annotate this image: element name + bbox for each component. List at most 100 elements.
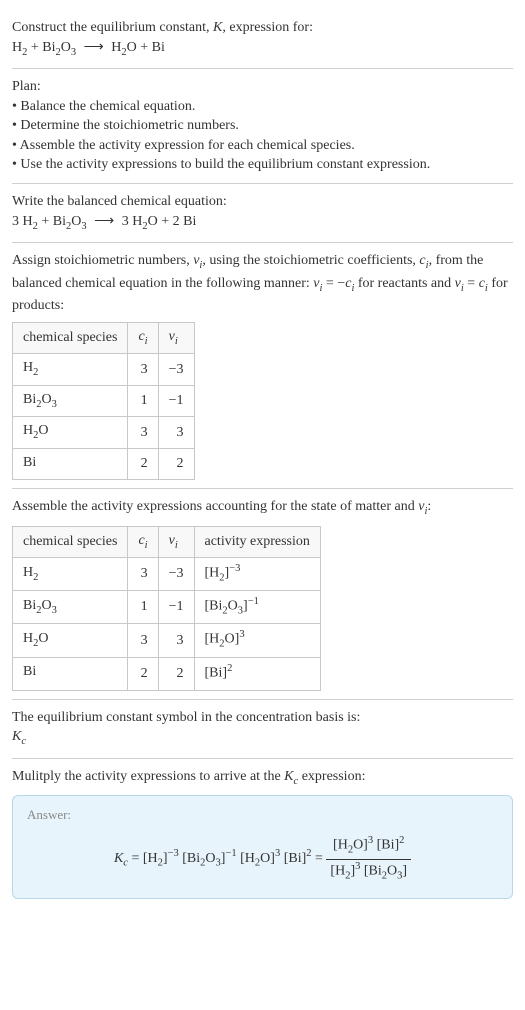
b-s2b-sub: 3 <box>81 220 86 231</box>
b-plus2: + <box>158 214 173 229</box>
kc-symbol-section: The equilibrium constant symbol in the c… <box>12 700 513 759</box>
th-ci: ci <box>128 526 158 557</box>
td-c: 1 <box>128 385 158 416</box>
eq-lhs2b: O <box>61 40 71 55</box>
b-arrow: ⟶ <box>94 214 114 229</box>
answer-label: Answer: <box>27 806 498 824</box>
kc-symbol: Kc <box>12 727 513 749</box>
th-species: chemical species <box>13 322 128 353</box>
eq-lhs2b-sub: 3 <box>71 46 76 57</box>
td-nu: −3 <box>158 558 194 591</box>
kc-sub: c <box>21 736 26 747</box>
prompt-tail: , expression for: <box>222 20 313 35</box>
td-c: 3 <box>128 354 158 385</box>
si-p2: , using the stoichiometric coefficients, <box>202 253 419 268</box>
td-c: 3 <box>128 417 158 448</box>
plan-list: Balance the chemical equation. Determine… <box>12 97 513 175</box>
eq-plus1: + <box>27 40 42 55</box>
td-c: 2 <box>128 657 158 690</box>
kc-symbol-intro: The equilibrium constant symbol in the c… <box>12 708 513 728</box>
td-species: Bi <box>13 448 128 479</box>
td-nu: 3 <box>158 624 194 657</box>
th-activity: activity expression <box>194 526 320 557</box>
ans-k: K <box>114 851 123 866</box>
table-header-row: chemical species ci νi activity expressi… <box>13 526 321 557</box>
si-r2eq: = <box>464 276 479 291</box>
balanced-intro: Write the balanced chemical equation: <box>12 192 513 212</box>
activity-intro: Assemble the activity expressions accoun… <box>12 497 513 519</box>
td-species: Bi2O3 <box>13 591 128 624</box>
td-nu: 3 <box>158 417 194 448</box>
k-symbol: K <box>213 20 222 35</box>
si-r1eq: = − <box>322 276 345 291</box>
multiply-intro: Mulitply the activity expressions to arr… <box>12 767 513 789</box>
b-s3b: O <box>148 214 158 229</box>
multiply-section: Mulitply the activity expressions to arr… <box>12 759 513 907</box>
table-row: Bi2O3 1 −1 <box>13 385 195 416</box>
plan-title: Plan: <box>12 77 513 97</box>
td-nu: −1 <box>158 385 194 416</box>
table-header-row: chemical species ci νi <box>13 322 195 353</box>
ans-eq2: = <box>312 851 327 866</box>
table-row: Bi 2 2 [Bi]2 <box>13 657 321 690</box>
table-row: Bi 2 2 <box>13 448 195 479</box>
th-species: chemical species <box>13 526 128 557</box>
td-nu: −1 <box>158 591 194 624</box>
td-c: 2 <box>128 448 158 479</box>
ans-eq: = <box>128 851 143 866</box>
mul-k: K <box>284 769 293 784</box>
plan-item: Use the activity expressions to build th… <box>12 155 513 175</box>
th-nui: νi <box>158 322 194 353</box>
b-plus1: + <box>38 214 53 229</box>
si-p4: for reactants and <box>354 276 454 291</box>
ai-p2: : <box>427 499 431 514</box>
stoich-section: Assign stoichiometric numbers, νi, using… <box>12 243 513 489</box>
eq-arrow: ⟶ <box>84 40 104 55</box>
td-activity: [H2]−3 <box>194 558 320 591</box>
eq-lhs1: H <box>12 40 22 55</box>
eq-rhs2: Bi <box>152 40 165 55</box>
mul-p1: Mulitply the activity expressions to arr… <box>12 769 284 784</box>
th-nui-sub: i <box>175 335 178 346</box>
td-nu: 2 <box>158 657 194 690</box>
fraction: [H2O]3 [Bi]2[H2]3 [Bi2O3] <box>326 834 411 883</box>
plan-section: Plan: Balance the chemical equation. Det… <box>12 69 513 184</box>
eq-plus2: + <box>137 40 152 55</box>
td-c: 3 <box>128 624 158 657</box>
ans-t1: [H <box>143 851 158 866</box>
td-nu: −3 <box>158 354 194 385</box>
eq-lhs2a: Bi <box>42 40 55 55</box>
td-nu: 2 <box>158 448 194 479</box>
b-c1: 3 <box>12 214 23 229</box>
td-species: H2O <box>13 624 128 657</box>
td-species: H2 <box>13 354 128 385</box>
kc-k: K <box>12 729 21 744</box>
prompt-text: Construct the equilibrium constant, <box>12 20 213 35</box>
initial-equation: H2 + Bi2O3 ⟶ H2O + Bi <box>12 38 513 60</box>
ai-p1: Assemble the activity expressions accoun… <box>12 499 418 514</box>
td-species: H2 <box>13 558 128 591</box>
prompt-line: Construct the equilibrium constant, K, e… <box>12 18 513 38</box>
activity-section: Assemble the activity expressions accoun… <box>12 489 513 700</box>
b-s2b: O <box>71 214 81 229</box>
eq-rhs1b: O <box>127 40 137 55</box>
th-nui: νi <box>158 526 194 557</box>
td-c: 3 <box>128 558 158 591</box>
balanced-equation: 3 H2 + Bi2O3 ⟶ 3 H2O + 2 Bi <box>12 212 513 234</box>
mul-p2: expression: <box>298 769 365 784</box>
td-species: Bi2O3 <box>13 385 128 416</box>
frac-denominator: [H2]3 [Bi2O3] <box>326 860 411 884</box>
b-c4: 2 <box>173 214 184 229</box>
td-activity: [H2O]3 <box>194 624 320 657</box>
td-activity: [Bi2O3]−1 <box>194 591 320 624</box>
table-row: H2 3 −3 <box>13 354 195 385</box>
answer-box: Answer: Kc = [H2]−3 [Bi2O3]−1 [H2O]3 [Bi… <box>12 795 513 898</box>
kc-expression: Kc = [H2]−3 [Bi2O3]−1 [H2O]3 [Bi]2 = [H2… <box>27 830 498 887</box>
b-s4: Bi <box>183 214 196 229</box>
th-ci-sub: i <box>145 335 148 346</box>
td-species: Bi <box>13 657 128 690</box>
frac-numerator: [H2O]3 [Bi]2 <box>326 834 411 859</box>
activity-table: chemical species ci νi activity expressi… <box>12 526 321 691</box>
plan-item: Assemble the activity expression for eac… <box>12 136 513 156</box>
table-row: H2 3 −3 [H2]−3 <box>13 558 321 591</box>
